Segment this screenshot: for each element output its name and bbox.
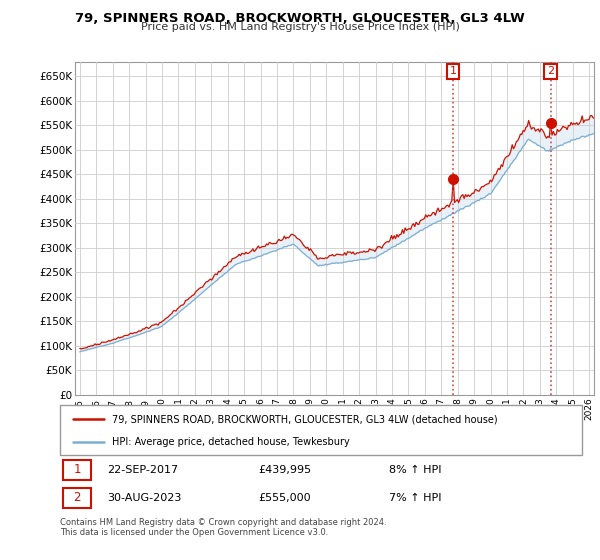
Text: 22-SEP-2017: 22-SEP-2017 [107, 465, 178, 475]
Text: 8% ↑ HPI: 8% ↑ HPI [389, 465, 442, 475]
Text: HPI: Average price, detached house, Tewkesbury: HPI: Average price, detached house, Tewk… [112, 437, 350, 447]
Text: 1: 1 [73, 463, 81, 476]
Text: £439,995: £439,995 [259, 465, 311, 475]
Text: Contains HM Land Registry data © Crown copyright and database right 2024.
This d: Contains HM Land Registry data © Crown c… [60, 518, 386, 538]
Bar [62, 488, 91, 508]
Text: 79, SPINNERS ROAD, BROCKWORTH, GLOUCESTER, GL3 4LW: 79, SPINNERS ROAD, BROCKWORTH, GLOUCESTE… [75, 12, 525, 25]
Text: 30-AUG-2023: 30-AUG-2023 [107, 493, 181, 503]
Bar [62, 460, 91, 480]
Text: £555,000: £555,000 [259, 493, 311, 503]
Text: Price paid vs. HM Land Registry's House Price Index (HPI): Price paid vs. HM Land Registry's House … [140, 22, 460, 32]
Text: 2: 2 [547, 67, 554, 76]
Text: 1: 1 [449, 67, 457, 76]
Text: 79, SPINNERS ROAD, BROCKWORTH, GLOUCESTER, GL3 4LW (detached house): 79, SPINNERS ROAD, BROCKWORTH, GLOUCESTE… [112, 414, 498, 424]
Text: 7% ↑ HPI: 7% ↑ HPI [389, 493, 442, 503]
Text: 2: 2 [73, 491, 81, 505]
